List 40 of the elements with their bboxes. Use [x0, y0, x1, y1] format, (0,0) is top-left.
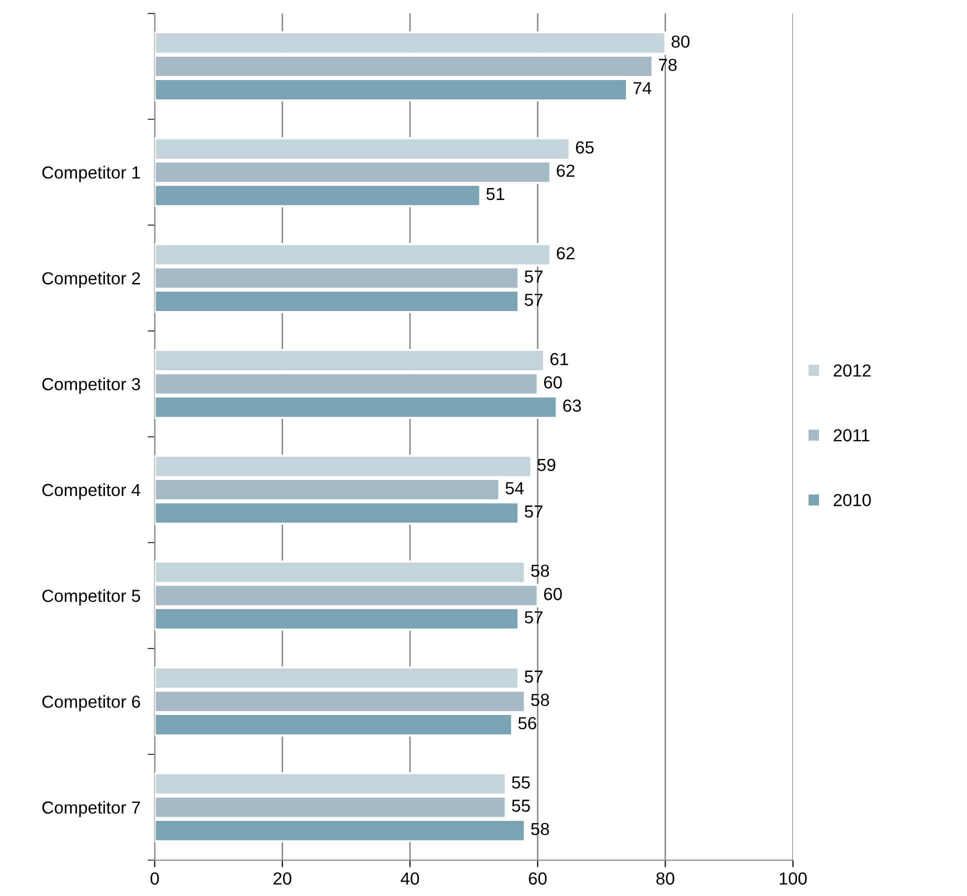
data-label: 74 [633, 82, 652, 94]
data-label: 59 [538, 458, 556, 472]
x-tick-label: 80 [656, 872, 674, 885]
data-label: 55 [512, 776, 530, 789]
data-label: 54 [506, 482, 524, 494]
x-tick-label: 100 [780, 872, 807, 885]
x-tick-label: 0 [150, 872, 159, 885]
y-tick-label: Competitor 5 [42, 589, 140, 606]
data-label: 61 [550, 352, 568, 366]
data-label: 60 [544, 588, 562, 600]
data-label: 78 [658, 58, 677, 72]
data-label: 57 [524, 611, 542, 624]
data-label: 58 [531, 694, 549, 706]
data-label: 56 [518, 717, 536, 730]
legend-label: 2010 [834, 494, 871, 506]
data-label: 58 [531, 564, 549, 577]
data-label: 62 [556, 164, 574, 177]
x-tick-label: 60 [528, 872, 547, 885]
data-label: 60 [544, 376, 562, 389]
data-label: 57 [524, 670, 542, 683]
data-label: 63 [563, 400, 581, 412]
data-label: 65 [576, 141, 594, 154]
x-tick-label: 40 [400, 872, 419, 885]
y-tick-label: Competitor 7 [42, 800, 140, 818]
data-label: 55 [512, 800, 530, 812]
y-tick-label: Competitor 3 [42, 378, 140, 394]
y-tick-label: Competitor 6 [42, 695, 140, 712]
y-tick-label: Competitor 4 [42, 483, 140, 500]
y-tick-label: Competitor 2 [42, 272, 140, 288]
x-tick-label: 20 [274, 872, 292, 885]
data-label: 57 [524, 506, 542, 518]
data-label: 57 [524, 270, 542, 283]
data-label: 80 [672, 35, 690, 48]
data-label: 57 [524, 294, 542, 306]
y-tick-label: Competitor 1 [42, 166, 140, 182]
data-label: 62 [556, 247, 574, 260]
data-label: 58 [531, 822, 549, 836]
legend-label: 2012 [834, 364, 871, 377]
legend-label: 2011 [834, 429, 870, 442]
data-label: 51 [486, 188, 504, 200]
